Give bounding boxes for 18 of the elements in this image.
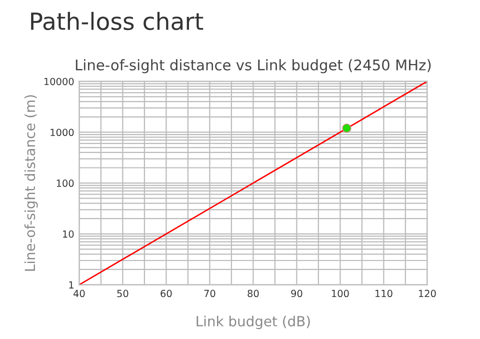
x-tick-label: 110 bbox=[375, 290, 392, 298]
x-tick-label: 60 bbox=[160, 290, 172, 298]
chart-title: Path-loss chart bbox=[31, 12, 204, 30]
chart-subtitle: Line-of-sight distance vs Link budget (2450 MHz) bbox=[76, 59, 431, 74]
y-tick-label: 10 bbox=[63, 230, 74, 238]
x-tick-label: 80 bbox=[248, 290, 259, 298]
x-axis-title: Link budget (dB) bbox=[196, 316, 310, 330]
y-tick-label: 10000 bbox=[44, 78, 74, 86]
y-tick-label: 1000 bbox=[50, 128, 74, 136]
y-tick-label: 1 bbox=[69, 281, 74, 288]
y-axis-title: Line-of-sight distance (m) bbox=[24, 95, 38, 271]
x-tick-label: 90 bbox=[291, 290, 302, 298]
x-tick-label: 40 bbox=[73, 290, 85, 298]
x-tick-label: 100 bbox=[332, 290, 349, 298]
x-tick-label: 70 bbox=[204, 290, 216, 298]
y-tick-label: 100 bbox=[56, 180, 74, 187]
x-tick-label: 120 bbox=[418, 290, 436, 298]
x-tick-label: 50 bbox=[117, 290, 128, 298]
